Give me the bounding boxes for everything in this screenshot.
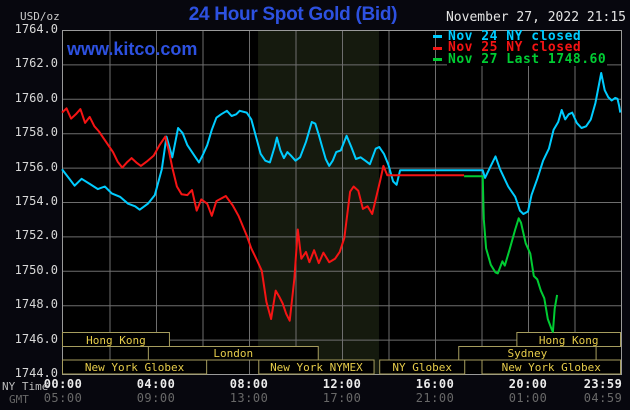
page-title: 24 Hour Spot Gold (Bid) <box>188 4 398 25</box>
x-tick-ny-label: 20:00 <box>508 377 548 391</box>
session-box-label: Hong Kong <box>538 333 599 347</box>
y-tick-label: 1760.0 <box>14 90 58 105</box>
legend-item: Nov 27 Last 1748.60 <box>433 51 608 67</box>
x-tick-ny-label: 23:59 <box>583 377 623 391</box>
session-box <box>379 359 466 375</box>
datetime-label: November 27, 2022 21:15 <box>445 10 626 25</box>
session-box <box>481 359 621 375</box>
y-tick-label: 1764.0 <box>14 22 58 36</box>
x-tick-ny-label: 04:00 <box>136 377 176 391</box>
legend-item: Nov 25 NY closed <box>433 40 583 56</box>
y-tick-label: 1744.0 <box>14 366 58 380</box>
session-box-label: London <box>213 347 254 361</box>
y-tick-label: 1752.0 <box>14 228 58 243</box>
x-tick-gmt-label: 13:00 <box>229 391 269 405</box>
session-box-label: NY Globex <box>392 361 453 374</box>
session-box <box>258 359 375 375</box>
series-line-1 <box>61 107 465 322</box>
session-box-label: New York NYMEX <box>270 361 363 374</box>
x-tick-ny-label: 12:00 <box>322 377 362 391</box>
x-tick-gmt-label: 01:00 <box>508 391 548 405</box>
y-tick-label: 1762.0 <box>14 56 58 71</box>
legend-item-label: Nov 27 Last 1748.60 <box>447 51 608 67</box>
x-tick-gmt-label: 04:59 <box>583 391 623 405</box>
x-axis-nytime-label: NY Time <box>2 380 49 393</box>
x-tick-gmt-label: 05:00 <box>43 391 83 405</box>
legend-dash-icon <box>433 58 442 62</box>
legend-item-label: Nov 25 NY closed <box>447 40 583 56</box>
x-tick-ny-label: 16:00 <box>415 377 455 391</box>
kitco-watermark-link[interactable]: www.kitco.com <box>67 39 198 59</box>
x-tick-gmt-label: 21:00 <box>415 391 455 405</box>
legend-dash-icon <box>433 46 442 50</box>
x-tick-gmt-label: 09:00 <box>136 391 176 405</box>
session-box <box>62 359 208 375</box>
y-tick-label: 1754.0 <box>14 194 58 208</box>
y-axis-units-label: USD/oz <box>20 10 60 23</box>
session-box <box>62 332 170 347</box>
legend-item: Nov 24 NY closed <box>433 28 583 44</box>
y-tick-label: 1758.0 <box>14 125 58 140</box>
y-tick-label: 1756.0 <box>14 159 58 174</box>
x-axis-gmt-label: GMT <box>9 393 29 406</box>
session-box <box>147 346 319 361</box>
session-box-label: Sydney <box>507 347 548 361</box>
x-tick-gmt-label: 17:00 <box>322 391 362 405</box>
y-tick-label: 1748.0 <box>14 297 58 312</box>
y-tick-label: 1746.0 <box>14 331 58 346</box>
y-tick-label: 1750.0 <box>14 262 58 277</box>
series-line-2 <box>464 175 559 333</box>
x-tick-ny-label: 08:00 <box>229 377 269 391</box>
legend-dash-icon <box>433 35 442 38</box>
series-line-0 <box>61 72 622 215</box>
session-box-label: Hong Kong <box>86 333 146 347</box>
x-tick-ny-label: 00:00 <box>43 377 83 391</box>
session-box-label: New York Globex <box>501 361 601 374</box>
session-box-label: New York Globex <box>84 361 185 374</box>
legend-item-label: Nov 24 NY closed <box>447 28 583 44</box>
